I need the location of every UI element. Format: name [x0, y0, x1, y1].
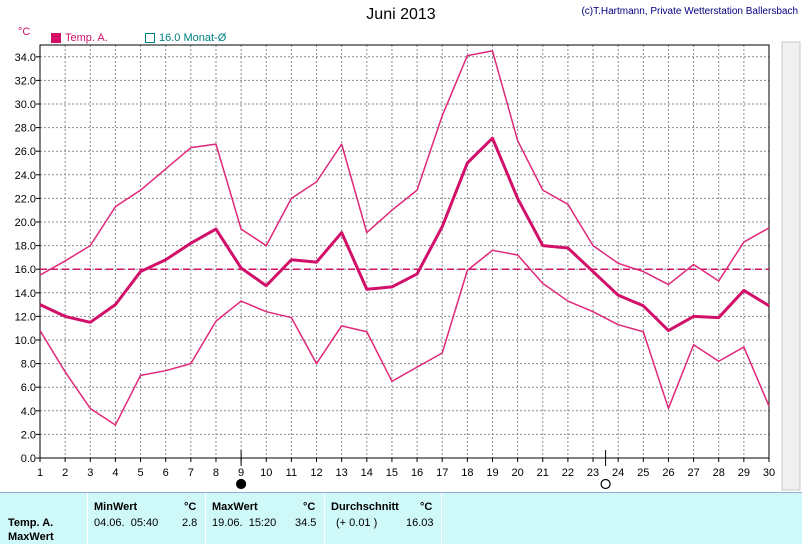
stats-divider — [324, 493, 325, 544]
legend-label-monthly-avg: 16.0 Monat-Ø — [159, 32, 227, 44]
stats-min-value: 2.8 — [182, 517, 198, 529]
series-line-min — [39, 249, 770, 426]
y-tick-label: 18.0 — [15, 241, 36, 253]
stats-divider — [205, 493, 206, 544]
x-tick-label: 22 — [562, 467, 574, 479]
stats-row-label: Temp. A. — [8, 517, 54, 529]
y-axis-unit: °C — [18, 26, 31, 38]
y-tick-label: 8.0 — [21, 359, 36, 371]
legend-item-monthly-avg: 16.0 Monat-Ø — [145, 32, 226, 44]
x-tick-label: 24 — [612, 467, 624, 479]
x-tick-label: 19 — [486, 467, 498, 479]
y-tick-label: 34.0 — [15, 52, 36, 64]
y-tick-label: 6.0 — [21, 382, 36, 394]
y-tick-label: 16.0 — [15, 264, 36, 276]
y-tick-label: 24.0 — [15, 170, 36, 182]
x-tick-label: 23 — [587, 467, 599, 479]
chart-title: Juni 2013 — [366, 6, 436, 23]
x-tick-label: 26 — [662, 467, 674, 479]
stats-min-date: 04.06. 05:40 — [94, 517, 159, 529]
x-tick-label: 4 — [112, 467, 118, 479]
stats-max-date: 19.06. 15:20 — [212, 517, 277, 529]
x-tick-label: 25 — [637, 467, 649, 479]
stats-avg-value: 16.03 — [406, 517, 434, 529]
x-tick-label: 13 — [336, 467, 348, 479]
y-tick-label: 12.0 — [15, 311, 36, 323]
x-tick-label: 14 — [361, 467, 373, 479]
x-tick-label: 30 — [763, 467, 775, 479]
plot-frame — [39, 44, 770, 459]
chart-area: 0.0 2.0 4.0 6.0 8.0 10.0 12.0 14.0 16.0 18.0 20.0 2… — [15, 41, 801, 491]
x-tick-label: 9 — [238, 467, 244, 479]
legend-swatch-filled-icon — [51, 33, 61, 43]
copyright-text: (c)T.Hartmann, Private Wetterstation Bal… — [581, 6, 798, 17]
stats-max-unit: °C — [303, 501, 316, 513]
series-line-avg — [39, 136, 770, 333]
x-tick-label: 18 — [461, 467, 473, 479]
stats-min-header: MinWert — [94, 501, 138, 513]
y-tick-label: 2.0 — [21, 429, 36, 441]
x-tick-label: 3 — [87, 467, 93, 479]
x-tick-label: 28 — [713, 467, 725, 479]
scrollbar-track — [781, 41, 801, 491]
stats-avg-diff: (+ 0.01 ) — [336, 517, 378, 529]
x-tick-label: 15 — [386, 467, 398, 479]
y-tick-label: 30.0 — [15, 99, 36, 111]
full-moon-icon — [600, 478, 611, 490]
x-tick-label: 12 — [310, 467, 322, 479]
y-tick-label: 26.0 — [15, 146, 36, 158]
stats-min-unit: °C — [184, 501, 197, 513]
legend-label-temp: Temp. A. — [65, 32, 108, 44]
y-tick-label: 10.0 — [15, 335, 36, 347]
x-tick-label: 1 — [37, 467, 43, 479]
x-tick-label: 6 — [163, 467, 169, 479]
stats-max-value: 34.5 — [295, 517, 317, 529]
x-tick-label: 11 — [286, 467, 297, 479]
y-tick-label: 22.0 — [15, 193, 36, 205]
x-tick-label: 29 — [738, 467, 750, 479]
y-tick-label: 20.0 — [15, 217, 36, 229]
y-tick-label: 0.0 — [21, 453, 36, 465]
x-tick-label: 17 — [436, 467, 448, 479]
legend-swatch-open-icon — [145, 33, 155, 43]
stats-avg-header: Durchschnitt — [331, 501, 399, 513]
stats-panel: Temp. A. MaxWert MinWert °C 04.06. 05:40… — [0, 492, 802, 544]
y-tick-label: 14.0 — [15, 288, 36, 300]
x-tick-label: 21 — [537, 467, 549, 479]
legend-item-temp: Temp. A. — [51, 32, 108, 44]
x-tick-label: 2 — [62, 467, 68, 479]
x-tick-label: 8 — [213, 467, 219, 479]
x-tick-label: 7 — [188, 467, 194, 479]
x-tick-label: 16 — [411, 467, 423, 479]
stats-divider — [87, 493, 88, 544]
plot-border — [39, 44, 770, 459]
series-line-max — [39, 50, 770, 286]
new-moon-icon — [236, 478, 247, 490]
y-tick-label: 32.0 — [15, 75, 36, 87]
x-tick-label: 10 — [260, 467, 272, 479]
stats-row-label: MaxWert — [8, 531, 54, 543]
x-tick-label: 20 — [511, 467, 523, 479]
x-tick-label: 27 — [687, 467, 699, 479]
x-tick-label: 5 — [137, 467, 143, 479]
stats-avg-unit: °C — [420, 501, 433, 513]
stats-max-header: MaxWert — [212, 501, 258, 513]
y-tick-label: 4.0 — [21, 406, 36, 418]
y-tick-label: 28.0 — [15, 123, 36, 135]
stats-divider — [441, 493, 442, 544]
